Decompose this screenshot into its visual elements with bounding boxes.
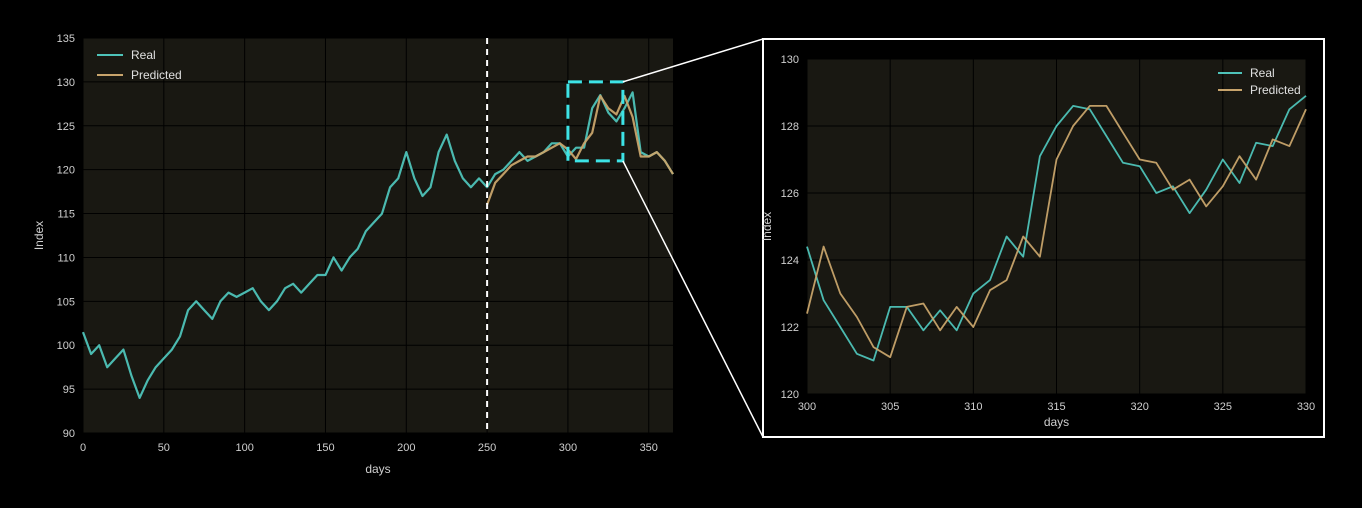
y-tick-label: 120 <box>781 389 799 401</box>
legend-label-predicted: Predicted <box>131 68 182 82</box>
y-tick-label: 115 <box>57 209 75 221</box>
y-tick-label: 130 <box>57 77 75 89</box>
legend-label-real: Real <box>1250 66 1275 80</box>
legend-label-real: Real <box>131 48 156 62</box>
y-tick-label: 128 <box>781 121 799 133</box>
y-axis-label: Index <box>760 212 774 241</box>
y-tick-label: 100 <box>57 340 75 352</box>
zoom-connector-bottom <box>622 160 764 438</box>
x-tick-label: 315 <box>1047 401 1065 413</box>
x-axis-label: days <box>365 462 390 476</box>
y-tick-label: 105 <box>57 296 75 308</box>
x-tick-label: 300 <box>559 442 577 454</box>
x-tick-label: 0 <box>80 442 86 454</box>
zoom-connector-top <box>622 38 764 83</box>
legend-label-predicted: Predicted <box>1250 83 1301 97</box>
plot-area <box>83 38 673 433</box>
x-tick-label: 250 <box>478 442 496 454</box>
x-tick-label: 350 <box>640 442 658 454</box>
y-tick-label: 126 <box>781 188 799 200</box>
x-axis-label: days <box>1044 415 1069 429</box>
chart-0-group: 0 50 100 150 200 250 300 350 90 95 100 105 110 115 120… <box>32 33 674 476</box>
y-tick-label: 110 <box>57 252 75 264</box>
y-tick-label: 90 <box>63 428 75 440</box>
y-tick-label: 124 <box>781 255 799 267</box>
x-tick-label: 320 <box>1130 401 1148 413</box>
x-tick-label: 200 <box>397 442 415 454</box>
x-tick-label: 310 <box>964 401 982 413</box>
y-tick-label: 135 <box>57 33 75 45</box>
series-line-real <box>81 91 674 399</box>
y-tick-label: 95 <box>63 384 75 396</box>
x-tick-label: 150 <box>316 442 334 454</box>
y-tick-label: 120 <box>57 165 75 177</box>
y-tick-label: 125 <box>57 121 75 133</box>
x-tick-label: 305 <box>881 401 899 413</box>
series-line-predicted <box>806 105 1307 359</box>
zoom-highlight-box <box>566 80 625 163</box>
series-line-predicted <box>486 94 674 206</box>
y-tick-label: 122 <box>781 322 799 334</box>
chart-1-group: 300 305 310 315 320 325 330 120 122 124 126 128 130 d… <box>760 54 1315 429</box>
series-line-real <box>806 95 1307 362</box>
x-tick-label: 330 <box>1297 401 1315 413</box>
x-tick-label: 325 <box>1214 401 1232 413</box>
x-tick-label: 300 <box>798 401 816 413</box>
x-tick-label: 100 <box>235 442 253 454</box>
y-axis-label: Index <box>32 221 46 250</box>
x-tick-label: 50 <box>158 442 170 454</box>
y-tick-label: 130 <box>781 54 799 66</box>
